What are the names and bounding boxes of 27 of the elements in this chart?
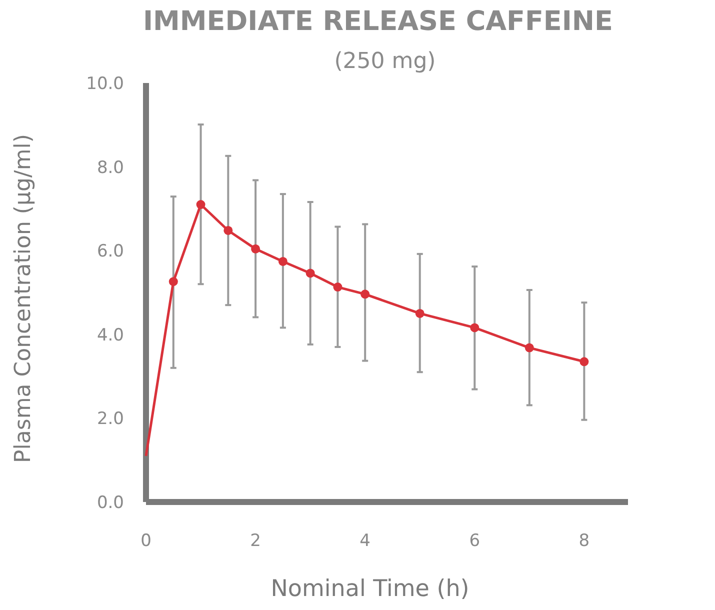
x-tick-label: 8 bbox=[578, 531, 590, 551]
point bbox=[224, 226, 233, 235]
point bbox=[470, 323, 480, 332]
point bbox=[415, 308, 424, 318]
point bbox=[168, 277, 178, 286]
point bbox=[278, 256, 288, 266]
point bbox=[524, 343, 534, 352]
x-tick-label: 6 bbox=[469, 531, 480, 551]
y-tick-label: 0.0 bbox=[96, 492, 124, 513]
x-tick-label: 2 bbox=[250, 531, 261, 551]
x-tick-label: 0 bbox=[140, 531, 152, 551]
point bbox=[196, 200, 206, 210]
chart-title: IMMEDIATE RELEASE CAFFEINE bbox=[143, 6, 613, 37]
point bbox=[251, 244, 260, 254]
x-tick-label: 4 bbox=[360, 531, 371, 551]
y-tick-label: 8.0 bbox=[96, 158, 124, 178]
point bbox=[580, 357, 589, 366]
point bbox=[333, 282, 342, 292]
y-tick-label: 2.0 bbox=[96, 409, 124, 430]
y-tick-label: 4.0 bbox=[96, 325, 124, 346]
point bbox=[306, 268, 315, 278]
chart-subtitle: (250 mg) bbox=[334, 49, 436, 74]
x-axis-title: Nominal Time (h) bbox=[270, 576, 470, 602]
point bbox=[360, 290, 370, 299]
y-axis-title: Plasma Concentration (µg/ml) bbox=[11, 134, 36, 463]
y-tick-label: 10.0 bbox=[86, 74, 124, 94]
y-tick-label: 6.0 bbox=[96, 242, 124, 262]
